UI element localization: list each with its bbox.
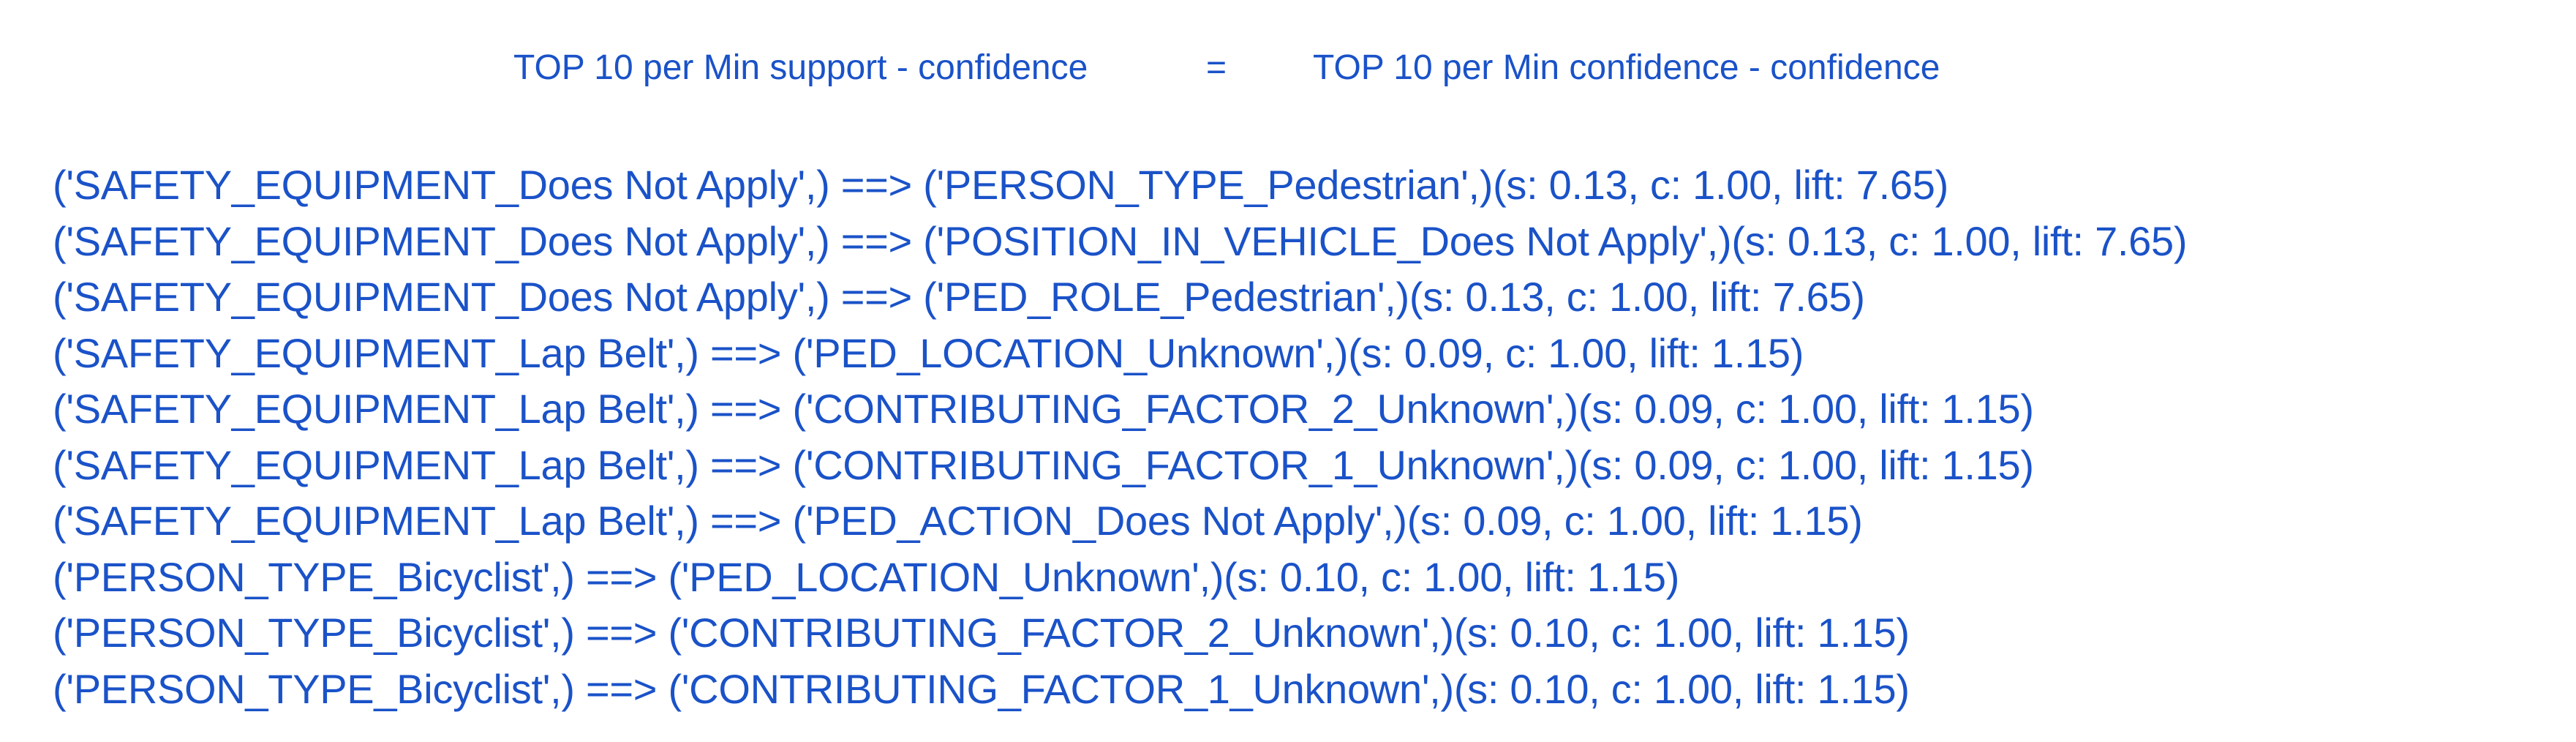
- rule-line: ('PERSON_TYPE_Bicyclist',) ==> ('CONTRIB…: [53, 610, 1910, 656]
- rule-line: ('SAFETY_EQUIPMENT_Lap Belt',) ==> ('PED…: [53, 498, 1863, 544]
- rule-line: ('SAFETY_EQUIPMENT_Does Not Apply',) ==>…: [53, 217, 2188, 264]
- association-rules-list: ('SAFETY_EQUIPMENT_Does Not Apply',) ==>…: [53, 157, 2554, 717]
- rule-line: ('PERSON_TYPE_Bicyclist',) ==> ('PED_LOC…: [53, 553, 1680, 600]
- header-equals-sign: =: [1206, 48, 1227, 87]
- rule-line: ('SAFETY_EQUIPMENT_Does Not Apply',) ==>…: [53, 162, 1948, 208]
- rule-line: ('SAFETY_EQUIPMENT_Lap Belt',) ==> ('PED…: [53, 329, 1804, 376]
- rule-line: ('PERSON_TYPE_Bicyclist',) ==> ('CONTRIB…: [53, 665, 1910, 712]
- rule-line: ('SAFETY_EQUIPMENT_Lap Belt',) ==> ('CON…: [53, 386, 2034, 432]
- rule-line: ('SAFETY_EQUIPMENT_Lap Belt',) ==> ('CON…: [53, 441, 2034, 488]
- header-left-label: TOP 10 per Min support - confidence: [513, 48, 1088, 87]
- rule-line: ('SAFETY_EQUIPMENT_Does Not Apply',) ==>…: [53, 274, 1865, 320]
- comparison-header: TOP 10 per Min support - confidence = TO…: [0, 42, 2576, 94]
- header-right-label: TOP 10 per Min confidence - confidence: [1313, 48, 1940, 87]
